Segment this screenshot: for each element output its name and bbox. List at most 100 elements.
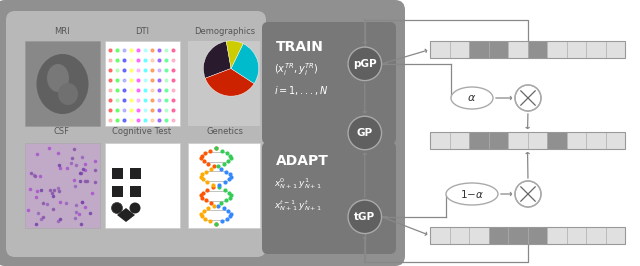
Point xyxy=(222,217,232,221)
Bar xyxy=(566,132,586,149)
Point xyxy=(209,203,220,208)
Point xyxy=(54,166,65,170)
Point xyxy=(112,98,122,102)
Point xyxy=(133,48,143,52)
Text: $(x_i^{TR}, y_i^{TR})$: $(x_i^{TR}, y_i^{TR})$ xyxy=(274,61,319,78)
Point xyxy=(214,185,225,189)
Bar xyxy=(111,168,122,178)
Polygon shape xyxy=(117,208,135,222)
Text: Demographics: Demographics xyxy=(195,27,255,36)
Point xyxy=(126,88,136,92)
Point xyxy=(196,214,207,218)
Bar xyxy=(188,41,260,126)
Point xyxy=(105,88,115,92)
Circle shape xyxy=(348,47,381,81)
Point xyxy=(225,172,235,176)
FancyBboxPatch shape xyxy=(6,11,266,257)
Point xyxy=(133,88,143,92)
Bar xyxy=(430,132,625,149)
Point xyxy=(147,118,157,122)
Point xyxy=(105,58,115,62)
Bar xyxy=(430,41,449,58)
Point xyxy=(168,48,178,52)
Point xyxy=(168,98,178,102)
Point xyxy=(35,173,45,178)
Point xyxy=(161,88,171,92)
Point xyxy=(217,148,227,153)
Point xyxy=(126,68,136,72)
Point xyxy=(225,214,236,218)
Point xyxy=(140,48,150,52)
Bar xyxy=(488,41,508,58)
Point xyxy=(206,201,216,205)
Point xyxy=(112,58,122,62)
Bar xyxy=(188,143,260,228)
Point xyxy=(77,155,87,160)
Bar xyxy=(508,227,527,244)
Point xyxy=(225,154,236,158)
Point xyxy=(70,184,80,188)
Bar xyxy=(566,41,586,58)
Point xyxy=(147,58,157,62)
Point xyxy=(31,189,42,194)
Text: Cognitive Test: Cognitive Test xyxy=(113,127,172,136)
Point xyxy=(68,177,79,182)
Bar xyxy=(586,41,605,58)
Point xyxy=(221,169,232,174)
Point xyxy=(105,68,115,72)
Circle shape xyxy=(515,181,541,207)
Point xyxy=(76,222,86,226)
Bar xyxy=(129,168,141,178)
Point xyxy=(226,175,236,179)
Wedge shape xyxy=(205,69,254,96)
Point xyxy=(168,88,178,92)
Point xyxy=(105,78,115,82)
Point xyxy=(35,217,45,221)
Point xyxy=(52,151,63,155)
Point xyxy=(200,151,210,155)
Point xyxy=(119,48,129,52)
Point xyxy=(216,167,226,171)
Point xyxy=(223,209,234,213)
Point xyxy=(147,78,157,82)
Point xyxy=(119,68,129,72)
Point xyxy=(25,187,35,191)
Point xyxy=(200,217,210,221)
Point xyxy=(71,210,81,214)
Bar xyxy=(430,41,625,58)
Point xyxy=(224,177,234,182)
Point xyxy=(84,210,95,215)
Point xyxy=(147,98,157,102)
Point xyxy=(226,193,236,197)
Text: ADAPT: ADAPT xyxy=(276,154,329,168)
Bar xyxy=(488,132,508,149)
FancyBboxPatch shape xyxy=(262,142,396,254)
Point xyxy=(133,78,143,82)
Point xyxy=(77,200,87,204)
Point xyxy=(126,98,136,102)
Point xyxy=(126,78,136,82)
Point xyxy=(207,182,218,187)
Point xyxy=(31,152,42,156)
Ellipse shape xyxy=(446,183,498,205)
Bar xyxy=(547,41,566,58)
Point xyxy=(105,108,115,112)
Circle shape xyxy=(111,202,122,214)
Point xyxy=(67,156,77,160)
Point xyxy=(198,190,208,195)
Point xyxy=(168,118,178,122)
Point xyxy=(133,68,143,72)
Point xyxy=(161,48,171,52)
Point xyxy=(119,108,129,112)
Point xyxy=(126,108,136,112)
Point xyxy=(133,58,143,62)
Wedge shape xyxy=(204,41,231,78)
Point xyxy=(219,162,229,166)
Point xyxy=(223,159,234,163)
Point xyxy=(212,203,223,208)
Point xyxy=(75,171,85,175)
Point xyxy=(90,159,100,163)
FancyBboxPatch shape xyxy=(262,22,396,144)
Text: CSF: CSF xyxy=(54,127,70,136)
Point xyxy=(154,98,164,102)
